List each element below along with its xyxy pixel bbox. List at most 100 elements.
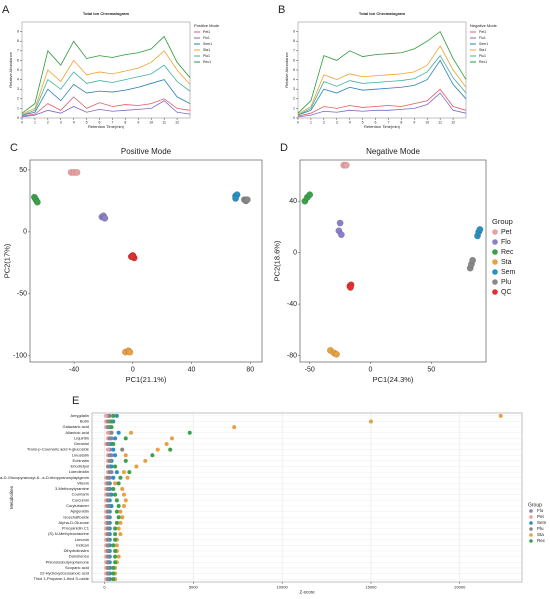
dot <box>105 526 110 531</box>
x-tick-label: 2 <box>323 121 325 125</box>
y-tick-label: Phloroisobutyrophenone <box>46 559 90 564</box>
dot <box>105 425 110 430</box>
legend-label: Sem <box>537 520 547 525</box>
trace <box>297 88 467 117</box>
point <box>73 168 81 176</box>
dot <box>120 447 125 452</box>
dot <box>111 577 116 582</box>
dot <box>105 492 110 497</box>
x-tick-label: -40 <box>69 366 79 373</box>
legend-label: Pet1 <box>479 30 486 34</box>
y-axis-label: Relative Abundance <box>8 51 13 87</box>
panel-label: A <box>2 4 10 16</box>
dot <box>105 554 110 559</box>
trace <box>297 45 467 115</box>
dot <box>105 549 110 554</box>
legend-swatch <box>529 533 533 537</box>
plot-frame <box>297 21 467 119</box>
dot <box>129 430 134 435</box>
x-tick-label: 10 <box>149 121 153 125</box>
y-tick-label: Danshensu <box>69 554 89 559</box>
dot <box>105 441 110 446</box>
dot <box>123 436 128 441</box>
dot <box>105 543 110 548</box>
x-axis-label: PC1(21.1%) <box>126 375 167 384</box>
dot <box>114 520 119 525</box>
dot <box>113 554 118 559</box>
dot <box>109 430 114 435</box>
dot <box>111 441 116 446</box>
dot <box>105 565 110 570</box>
x-tick-label: 3 <box>336 121 338 125</box>
dot <box>113 453 118 458</box>
dot <box>105 515 110 520</box>
dot <box>123 453 128 458</box>
chart-title: Negative Mode <box>366 147 420 156</box>
y-tick-label: Isoschaftoside <box>63 514 89 519</box>
x-tick-label: 6 <box>99 121 101 125</box>
dot <box>143 458 148 463</box>
y-tick-label: 2 <box>293 97 295 101</box>
y-tick-label: Procyanidin C1 <box>62 526 90 531</box>
y-tick-label: 7 <box>17 49 19 53</box>
x-tick-label: 0 <box>131 366 135 373</box>
y-tick-label: 0 <box>23 229 27 236</box>
legend-label: Sem1 <box>203 42 212 46</box>
trace <box>297 54 467 116</box>
y-tick-label: Dihydrolinalen <box>64 548 89 553</box>
plot-frame <box>299 159 487 363</box>
legend-title: Negative Mode <box>470 23 498 28</box>
point <box>232 195 239 202</box>
legend-label: Sem <box>501 269 516 276</box>
y-tick-label: Coumarin <box>72 492 89 497</box>
point <box>306 191 314 199</box>
plot-frame <box>91 412 523 583</box>
dot <box>118 532 123 537</box>
dot <box>113 464 118 469</box>
legend-label: Rec <box>501 249 514 256</box>
dot <box>116 515 121 520</box>
y-tick-label: 1 <box>17 106 19 110</box>
dot <box>111 475 116 480</box>
y-tick-label: 0 <box>17 116 19 120</box>
x-tick-label: 1 <box>34 121 36 125</box>
dot <box>134 464 139 469</box>
dot <box>107 413 112 418</box>
y-tick-label: 3 <box>293 87 295 91</box>
trace <box>21 64 191 116</box>
dot <box>105 532 110 537</box>
dot <box>105 464 110 469</box>
dot <box>116 481 121 486</box>
dot <box>114 543 119 548</box>
x-tick-label: 12 <box>451 121 455 125</box>
x-tick-label: 20000 <box>454 584 466 589</box>
legend-swatch <box>529 509 533 513</box>
y-tick-label: Liquiritin <box>74 435 89 440</box>
dot <box>116 554 121 559</box>
y-tick-label: Limonin <box>75 537 89 542</box>
trace <box>297 92 467 118</box>
dot <box>116 430 121 435</box>
trace <box>21 79 191 116</box>
dot <box>114 413 119 418</box>
x-tick-label: 0 <box>297 121 299 125</box>
legend-swatch <box>492 269 498 275</box>
x-axis-label: Z-score <box>299 590 315 595</box>
dot <box>105 498 110 503</box>
y-tick-label: 0 <box>293 116 295 120</box>
legend-swatch <box>529 527 533 531</box>
x-tick-label: 7 <box>387 121 389 125</box>
y-tick-label: Linustatin <box>72 452 89 457</box>
legend-label: Sta1 <box>479 48 486 52</box>
dot <box>109 425 114 430</box>
dot <box>113 481 118 486</box>
y-tick-label: -50 <box>17 291 27 298</box>
x-tick-label: 10000 <box>277 584 289 589</box>
legend-label: Plu1 <box>203 54 210 58</box>
panel-label: B <box>278 4 285 16</box>
x-tick-label: 11 <box>438 121 442 125</box>
x-tick-label: 9 <box>413 121 415 125</box>
y-tick-label: 6 <box>17 58 19 62</box>
dot <box>113 549 118 554</box>
dot <box>114 498 119 503</box>
